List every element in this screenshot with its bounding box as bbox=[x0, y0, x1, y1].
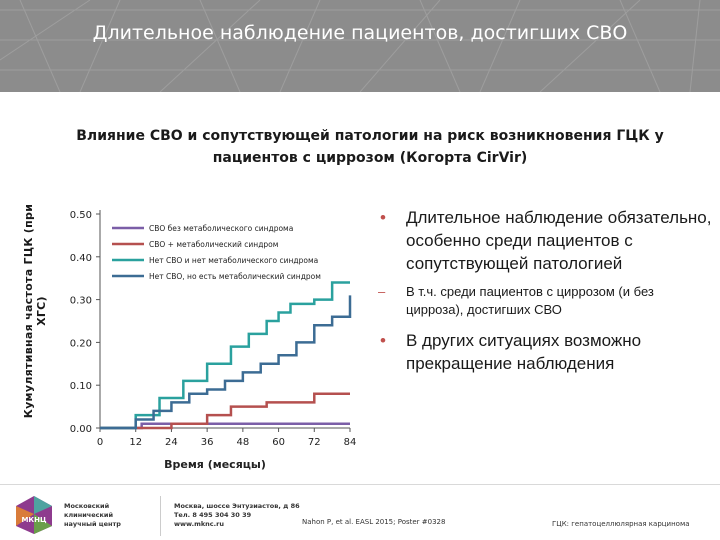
reference-note: Nahon P, et al. EASL 2015; Poster #0328 bbox=[302, 518, 446, 526]
x-tick-label: 12 bbox=[129, 437, 142, 448]
x-axis-label: Время (месяцы) bbox=[164, 458, 266, 471]
x-tick-label: 72 bbox=[308, 437, 321, 448]
bullet-dot: • bbox=[380, 331, 386, 350]
bullet-dash: – bbox=[378, 284, 386, 299]
logo-text: МКНЦ bbox=[21, 516, 47, 524]
chart-svg: 0.00 0.10 0.20 0.30 0.40 0.50 0 12 24 36 48 60 72 84 В… bbox=[70, 210, 357, 471]
address-line: Москва, шоссе Энтузиастов, д 86 bbox=[174, 502, 300, 510]
page-title: Длительное наблюдение пациентов, достигш… bbox=[92, 22, 628, 44]
abbreviation-note: ГЦК: гепатоцеллюлярная карцинома bbox=[552, 520, 690, 528]
bullet-2-text: В других ситуациях возможно прекращение … bbox=[406, 331, 642, 373]
bullet-1: • Длительное наблюдение обязательно, осо… bbox=[378, 206, 713, 275]
bullet-sub-1-text: В т.ч. среди пациентов с циррозом (и без… bbox=[406, 284, 654, 317]
bullet-1-text: Длительное наблюдение обязательно, особе… bbox=[406, 208, 712, 273]
header-pattern bbox=[0, 0, 720, 92]
bullet-list: • Длительное наблюдение обязательно, осо… bbox=[378, 206, 713, 375]
org-name: Московский клинический научный центр bbox=[64, 502, 121, 529]
series-line-2 bbox=[100, 392, 350, 430]
legend-label-2: СВО + метаболический синдром bbox=[149, 240, 278, 249]
footer-divider bbox=[160, 496, 161, 536]
footer bbox=[0, 484, 720, 540]
chart: Кумулятивная частота ГЦК (при ХГС) 0.00 0… bbox=[20, 188, 370, 488]
legend-label-1: СВО без метаболического синдрома bbox=[149, 224, 293, 233]
x-tick-label: 36 bbox=[201, 437, 214, 448]
y-tick-label: 0.40 bbox=[70, 253, 92, 264]
x-tick-label: 0 bbox=[97, 437, 103, 448]
legend-label-4: Нет СВО, но есть метаболический синдром bbox=[149, 272, 321, 281]
legend-label-3: Нет СВО и нет метаболического синдрома bbox=[149, 256, 318, 265]
bullet-sub-1: – В т.ч. среди пациентов с циррозом (и б… bbox=[378, 283, 713, 319]
x-tick-label: 84 bbox=[344, 437, 357, 448]
mknc-logo: МКНЦ bbox=[16, 496, 52, 534]
x-tick-label: 48 bbox=[236, 437, 249, 448]
series-line-4 bbox=[100, 295, 352, 430]
y-axis-label: Кумулятивная частота ГЦК (при ХГС) bbox=[22, 203, 48, 419]
org-line-2: клинический bbox=[64, 511, 114, 519]
series-line-3 bbox=[100, 281, 350, 430]
y-tick-label: 0.00 bbox=[70, 424, 92, 435]
chart-title: Влияние СВО и сопутствующей патологии на… bbox=[76, 128, 664, 166]
y-tick-label: 0.50 bbox=[70, 210, 92, 221]
bullet-dot: • bbox=[380, 208, 386, 227]
x-tick-label: 24 bbox=[165, 437, 178, 448]
website-line[interactable]: www.mknc.ru bbox=[174, 520, 224, 528]
y-tick-label: 0.20 bbox=[70, 338, 92, 349]
phone-line: Тел. 8 495 304 30 39 bbox=[174, 511, 252, 519]
org-address: Москва, шоссе Энтузиастов, д 86 Тел. 8 4… bbox=[174, 502, 300, 529]
header-banner: Длительное наблюдение пациентов, достигш… bbox=[0, 0, 720, 92]
y-tick-label: 0.10 bbox=[70, 381, 92, 392]
x-tick-label: 60 bbox=[272, 437, 285, 448]
y-tick-label: 0.30 bbox=[70, 296, 92, 307]
bullet-2: • В других ситуациях возможно прекращени… bbox=[378, 329, 713, 375]
org-line-3: научный центр bbox=[64, 520, 121, 528]
org-line-1: Московский bbox=[64, 502, 110, 510]
